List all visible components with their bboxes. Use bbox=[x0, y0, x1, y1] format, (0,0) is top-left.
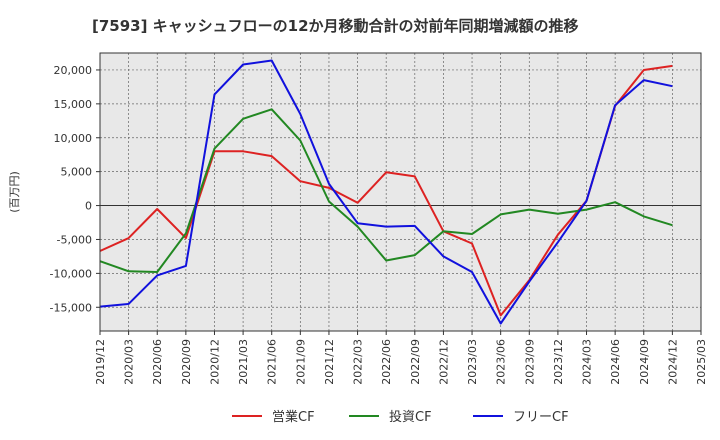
legend-label-1: 投資CF bbox=[389, 409, 432, 425]
legend: 営業CF 投資CF フリーCF bbox=[232, 409, 569, 425]
x-tick-label: 2024/12 bbox=[666, 339, 679, 385]
x-tick-label: 2020/12 bbox=[208, 339, 221, 385]
x-tick-label: 2025/03 bbox=[695, 339, 708, 385]
x-tick-label: 2024/09 bbox=[638, 339, 651, 385]
x-tick-label: 2021/03 bbox=[237, 339, 250, 385]
x-tick-label: 2023/12 bbox=[552, 339, 565, 385]
chart-title: [7593] キャッシュフローの12か月移動合計の対前年同期増減額の推移 bbox=[92, 17, 579, 35]
y-tick-label: 15,000 bbox=[54, 98, 93, 111]
x-tick-label: 2022/03 bbox=[352, 339, 365, 385]
y-tick-label: 20,000 bbox=[54, 64, 93, 77]
x-axis-ticks: 2019/12 2020/03 2020/06 2020/09 2020/12 2021/… bbox=[94, 331, 708, 385]
series-lines bbox=[99, 59, 673, 325]
x-tick-label: 2021/09 bbox=[294, 339, 307, 385]
plot-background bbox=[100, 53, 701, 331]
legend-label-0: 営業CF bbox=[272, 409, 315, 425]
x-tick-label: 2022/12 bbox=[437, 339, 450, 385]
x-tick-label: 2019/12 bbox=[94, 339, 107, 385]
y-tick-label: -5,000 bbox=[57, 233, 92, 246]
x-tick-label: 2021/12 bbox=[323, 339, 336, 385]
x-tick-label: 2024/03 bbox=[581, 339, 594, 385]
x-tick-label: 2020/03 bbox=[123, 339, 136, 385]
y-tick-label: 5,000 bbox=[61, 166, 93, 179]
x-tick-label: 2024/06 bbox=[609, 339, 622, 385]
x-tick-label: 2023/03 bbox=[466, 339, 479, 385]
series-line-2 bbox=[99, 59, 673, 325]
x-tick-label: 2021/06 bbox=[266, 339, 279, 385]
x-tick-label: 2020/09 bbox=[180, 339, 193, 385]
plot-border bbox=[99, 52, 702, 332]
x-tick-label: 2020/06 bbox=[151, 339, 164, 385]
y-axis-label: (百万円) bbox=[8, 171, 21, 213]
legend-label-2: フリーCF bbox=[513, 410, 569, 425]
y-tick-label: 0 bbox=[85, 200, 92, 213]
y-tick-label: -10,000 bbox=[50, 267, 92, 280]
y-axis-ticks: 20,000 15,000 10,000 5,000 0 -5,000 -10,000 -15… bbox=[50, 64, 100, 314]
x-tick-label: 2022/06 bbox=[380, 339, 393, 385]
x-tick-label: 2023/09 bbox=[523, 339, 536, 385]
y-tick-label: -15,000 bbox=[50, 301, 92, 314]
horizontal-gridlines bbox=[100, 69, 701, 308]
x-tick-label: 2022/09 bbox=[409, 339, 422, 385]
x-tick-label: 2023/06 bbox=[495, 339, 508, 385]
y-tick-label: 10,000 bbox=[54, 132, 93, 145]
plot-area bbox=[99, 52, 702, 332]
